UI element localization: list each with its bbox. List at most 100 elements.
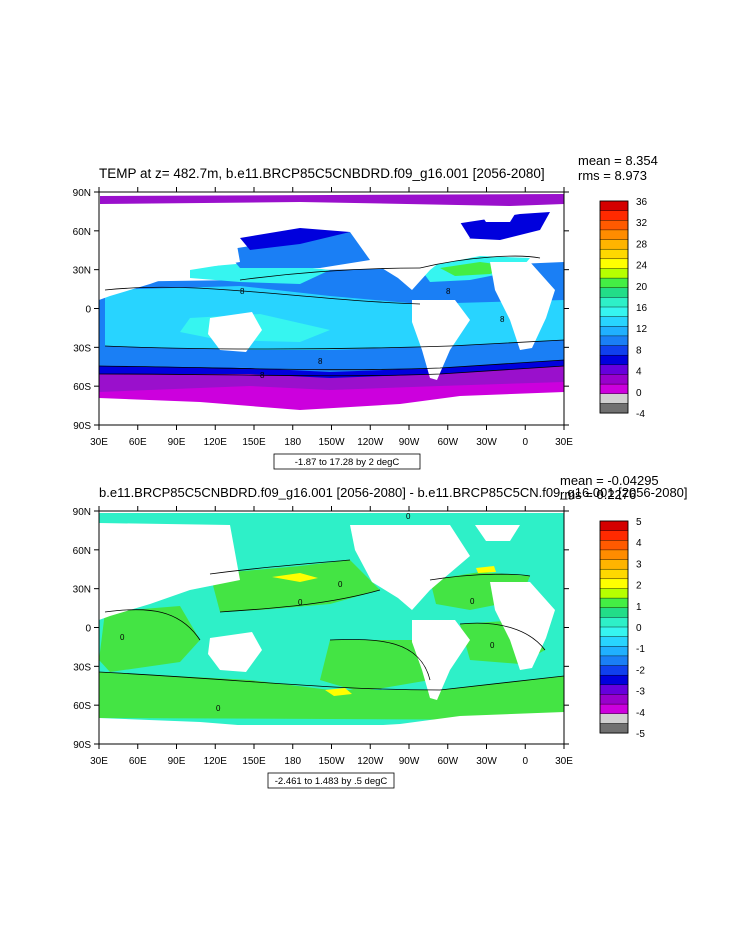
panel-1-ticks bbox=[94, 187, 569, 430]
contour-label: 0 bbox=[120, 633, 125, 642]
lon-label: 30W bbox=[476, 756, 497, 767]
colorbar-swatch bbox=[599, 568, 629, 580]
contour-line bbox=[429, 573, 531, 581]
panel-1-range-box bbox=[273, 453, 421, 470]
colorbar-swatch bbox=[599, 520, 629, 532]
panel-2-lon-labels: 30E 60E 90E 120E 150E 180 150W 120W 90W 60W 30W 0 30… bbox=[90, 756, 573, 767]
colorbar-label: 24 bbox=[636, 261, 648, 272]
panel-1-contours bbox=[99, 255, 564, 377]
colorbar-swatch bbox=[599, 316, 629, 327]
land-greenland bbox=[475, 206, 520, 222]
panel-2-contours bbox=[99, 559, 564, 691]
panel-2-colorbar: 5 4 3 2 1 0 -1 -2 -3 -4 -5 bbox=[599, 517, 645, 740]
colorbar-swatch bbox=[599, 665, 629, 676]
lat-label: 90N bbox=[73, 507, 91, 518]
contour-line bbox=[99, 365, 564, 377]
colorbar-swatch bbox=[599, 200, 629, 212]
lon-label: 90E bbox=[168, 756, 186, 767]
lon-label: 150E bbox=[242, 756, 266, 767]
lon-label: 150E bbox=[242, 437, 266, 448]
colorbar-swatch bbox=[599, 268, 629, 279]
contour-label: 0 bbox=[406, 512, 411, 521]
colorbar-swatch bbox=[599, 364, 629, 375]
colorbar-swatch bbox=[599, 530, 629, 541]
ocean-diff-yellow-so bbox=[325, 688, 352, 696]
colorbar-swatch bbox=[599, 626, 629, 638]
contour-line bbox=[219, 589, 381, 613]
colorbar-label: 2 bbox=[636, 581, 642, 592]
lon-label: 30W bbox=[476, 437, 497, 448]
lon-label: 180 bbox=[284, 437, 301, 448]
lon-label: 30E bbox=[555, 437, 573, 448]
lat-label: 90N bbox=[73, 188, 91, 199]
land-australia bbox=[208, 632, 262, 672]
contour-line bbox=[104, 286, 421, 305]
contour-line bbox=[239, 267, 421, 281]
panel-1: TEMP at z= 482.7m, b.e11.BRCP85C5CNBDRD.… bbox=[73, 153, 658, 470]
lat-label: 60N bbox=[73, 227, 91, 238]
colorbar-label: 4 bbox=[636, 538, 642, 549]
lon-label: 150W bbox=[318, 756, 345, 767]
lon-label: 30E bbox=[90, 437, 108, 448]
colorbar-swatch bbox=[599, 248, 629, 260]
ocean-diff-green-spacific bbox=[320, 640, 430, 692]
land-north-america bbox=[350, 206, 470, 290]
lon-label: 150W bbox=[318, 437, 345, 448]
colorbar-swatch bbox=[599, 220, 629, 231]
lon-label: 0 bbox=[522, 756, 528, 767]
colorbar-swatch bbox=[599, 258, 629, 269]
colorbar-label: 36 bbox=[636, 197, 648, 208]
colorbar-swatch bbox=[599, 335, 629, 347]
colorbar-label: -5 bbox=[636, 729, 645, 740]
land-africa bbox=[490, 582, 555, 670]
colorbar-swatch bbox=[599, 713, 629, 724]
colorbar-label: 3 bbox=[636, 559, 642, 570]
land-antarctica bbox=[99, 712, 564, 744]
colorbar-swatch bbox=[599, 403, 629, 414]
lat-label: 60N bbox=[73, 546, 91, 557]
colorbar-swatch bbox=[599, 239, 629, 250]
panel-1-range-label: -1.87 to 17.28 by 2 degC bbox=[295, 457, 400, 468]
lat-label: 0 bbox=[85, 305, 91, 316]
contour-line bbox=[209, 559, 351, 575]
colorbar-swatch bbox=[599, 540, 629, 551]
lon-label: 60W bbox=[437, 756, 458, 767]
colorbar-label: -4 bbox=[636, 409, 645, 420]
colorbar-label: 16 bbox=[636, 303, 648, 314]
land-eurasia bbox=[99, 204, 240, 300]
colorbar-swatch bbox=[599, 578, 629, 589]
lon-label: 60E bbox=[129, 437, 147, 448]
ocean-diff-yellow-npac bbox=[272, 573, 318, 582]
panel-2-title: b.e11.BRCP85C5CNBDRD.f09_g16.001 [2056-2… bbox=[99, 485, 688, 500]
ocean-arctic-purple bbox=[100, 194, 564, 206]
panel-1-rms: rms = 8.973 bbox=[578, 168, 647, 183]
lon-label: 180 bbox=[284, 756, 301, 767]
colorbar-swatch bbox=[599, 306, 629, 318]
colorbar-label: 4 bbox=[636, 367, 642, 378]
lon-label: 120E bbox=[204, 756, 228, 767]
colorbar-swatch bbox=[599, 345, 629, 356]
contour-label: 0 bbox=[338, 580, 343, 589]
lat-label: 90S bbox=[73, 421, 91, 432]
colorbar-label: 0 bbox=[636, 388, 642, 399]
colorbar-swatch bbox=[599, 297, 629, 308]
contour-line bbox=[419, 255, 541, 269]
panel-1-colorbar: 36 32 28 24 20 16 12 8 4 0 -4 bbox=[599, 197, 648, 420]
colorbar-label: 1 bbox=[636, 602, 642, 613]
colorbar-swatch bbox=[599, 326, 629, 337]
colorbar-frame bbox=[599, 200, 629, 414]
panel-1-lat-labels: 90N 60N 30N 0 30S 60S 90S bbox=[73, 188, 92, 432]
contour-label: 8 bbox=[500, 315, 505, 324]
land-australia bbox=[208, 312, 262, 352]
colorbar-swatch bbox=[599, 674, 629, 686]
contour-label: 8 bbox=[240, 287, 245, 296]
lon-label: 90E bbox=[168, 437, 186, 448]
ocean-diff-green-indian bbox=[99, 606, 200, 672]
contour-line bbox=[99, 359, 564, 371]
contour-label: 8 bbox=[318, 357, 323, 366]
ocean-north-atlantic-darkblue bbox=[455, 212, 550, 240]
colorbar-swatch bbox=[599, 684, 629, 695]
ocean-diff-green-south bbox=[99, 672, 564, 720]
colorbar-swatch bbox=[599, 597, 629, 609]
colorbar-label: 8 bbox=[636, 345, 642, 356]
